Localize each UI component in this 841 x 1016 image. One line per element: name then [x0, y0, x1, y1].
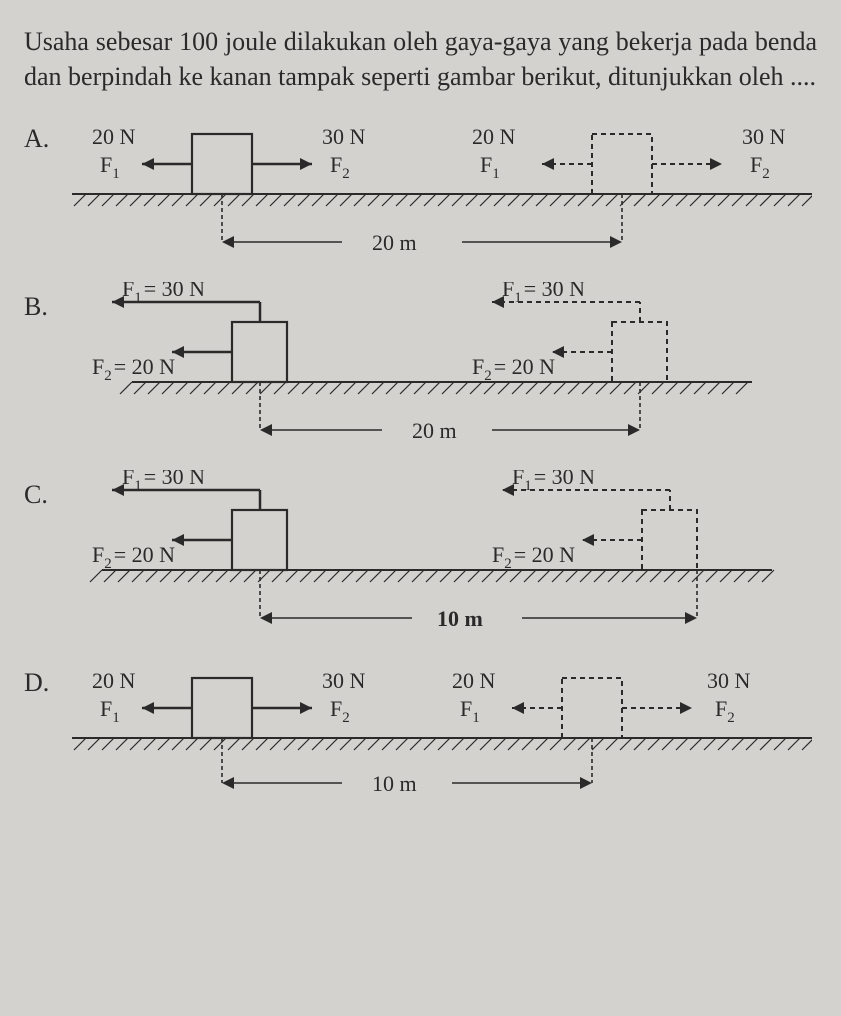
c-f2-r: F: [492, 542, 504, 567]
svg-text:F2: F2: [330, 152, 350, 182]
b-distance: 20 m: [412, 418, 457, 443]
diagram-b: F1= 30 N F2= 20 N F1= 30 N F2= 20 N 20 m: [72, 282, 812, 452]
option-d: D.: [24, 658, 817, 798]
c-f1: F: [122, 470, 134, 489]
a-f2-sub: 2: [342, 166, 350, 182]
c-f1-eq-r: = 30 N: [534, 470, 595, 489]
c-f2-eq: = 20 N: [114, 542, 175, 567]
c-f1-eq: = 30 N: [144, 470, 205, 489]
a-f1-sub: 1: [112, 166, 120, 182]
svg-text:30 N: 30 N: [707, 668, 751, 693]
svg-text:F2: F2: [750, 152, 770, 182]
svg-text:F1: F1: [100, 696, 120, 726]
a-distance: 20 m: [372, 230, 417, 255]
svg-text:30 N: 30 N: [322, 668, 366, 693]
a-f2-value: 30 N: [322, 124, 366, 149]
svg-text:F2= 20 N: F2= 20 N: [92, 542, 175, 572]
d-f2-sub-r: 2: [727, 710, 735, 726]
a-f1-name: F: [100, 152, 112, 177]
svg-text:F2= 20 N: F2= 20 N: [492, 542, 575, 572]
d-f2-sub: 2: [342, 710, 350, 726]
b-f2-sub: 2: [104, 368, 112, 384]
d-f2-value: 30 N: [322, 668, 366, 693]
diagram-a: 20 N F1 30 N F2 20 N F1 30 N F2 20 m: [72, 114, 812, 264]
option-letter-c: C.: [24, 470, 72, 510]
b-f1-sub-r: 1: [514, 290, 522, 306]
a-f1-value-r: 20 N: [472, 124, 516, 149]
svg-text:20 N: 20 N: [92, 668, 136, 693]
c-f2: F: [92, 542, 104, 567]
a-f1-value: 20 N: [92, 124, 136, 149]
b-f1: F: [122, 282, 134, 301]
svg-text:30 N: 30 N: [742, 124, 786, 149]
b-f2-eq: = 20 N: [114, 354, 175, 379]
question-text: Usaha sebesar 100 joule dilakukan oleh g…: [24, 24, 817, 94]
d-f2-value-r: 30 N: [707, 668, 751, 693]
option-letter-b: B.: [24, 282, 72, 322]
diagram-c: F1= 30 N F2= 20 N F1= 30 N F2= 20 N 10 m: [72, 470, 812, 640]
d-distance: 10 m: [372, 771, 417, 796]
svg-text:F2= 20 N: F2= 20 N: [92, 354, 175, 384]
c-distance: 10 m: [437, 606, 483, 631]
a-f1-sub-r: 1: [492, 166, 500, 182]
svg-text:F2: F2: [330, 696, 350, 726]
svg-text:F1: F1: [480, 152, 500, 182]
svg-text:20 N: 20 N: [472, 124, 516, 149]
svg-text:F1: F1: [460, 696, 480, 726]
d-f1-sub: 1: [112, 710, 120, 726]
d-f1-sub-r: 1: [472, 710, 480, 726]
option-letter-a: A.: [24, 114, 72, 154]
a-f2-name-r: F: [750, 152, 762, 177]
a-f2-name: F: [330, 152, 342, 177]
d-f2-name-r: F: [715, 696, 727, 721]
c-f1-r: F: [512, 470, 524, 489]
b-f1-eq-r: = 30 N: [524, 282, 585, 301]
option-b: B.: [24, 282, 817, 452]
d-f1-value-r: 20 N: [452, 668, 496, 693]
d-f1-name-r: F: [460, 696, 472, 721]
c-f2-eq-r: = 20 N: [514, 542, 575, 567]
svg-text:F1= 30 N: F1= 30 N: [512, 470, 595, 494]
b-f1-sub: 1: [134, 290, 142, 306]
option-a: A.: [24, 114, 817, 264]
c-f1-sub-r: 1: [524, 478, 532, 494]
b-f2-r: F: [472, 354, 484, 379]
svg-text:F2: F2: [715, 696, 735, 726]
b-f1-r: F: [502, 282, 514, 301]
b-f2-eq-r: = 20 N: [494, 354, 555, 379]
svg-text:20 N: 20 N: [92, 124, 136, 149]
a-f2-sub-r: 2: [762, 166, 770, 182]
d-f1-value: 20 N: [92, 668, 136, 693]
b-f2: F: [92, 354, 104, 379]
svg-text:F1: F1: [100, 152, 120, 182]
a-f2-value-r: 30 N: [742, 124, 786, 149]
a-f1-name-r: F: [480, 152, 492, 177]
d-f1-name: F: [100, 696, 112, 721]
d-f2-name: F: [330, 696, 342, 721]
option-letter-d: D.: [24, 658, 72, 698]
diagram-d: 20 N F1 30 N F2 20 N F1 30 N F2 10 m: [72, 658, 812, 798]
svg-text:20 N: 20 N: [452, 668, 496, 693]
b-f2-sub-r: 2: [484, 368, 492, 384]
c-f2-sub-r: 2: [504, 556, 512, 572]
c-f2-sub: 2: [104, 556, 112, 572]
b-f1-eq: = 30 N: [144, 282, 205, 301]
svg-text:30 N: 30 N: [322, 124, 366, 149]
c-f1-sub: 1: [134, 478, 142, 494]
option-c: C.: [24, 470, 817, 640]
svg-text:F2= 20 N: F2= 20 N: [472, 354, 555, 384]
